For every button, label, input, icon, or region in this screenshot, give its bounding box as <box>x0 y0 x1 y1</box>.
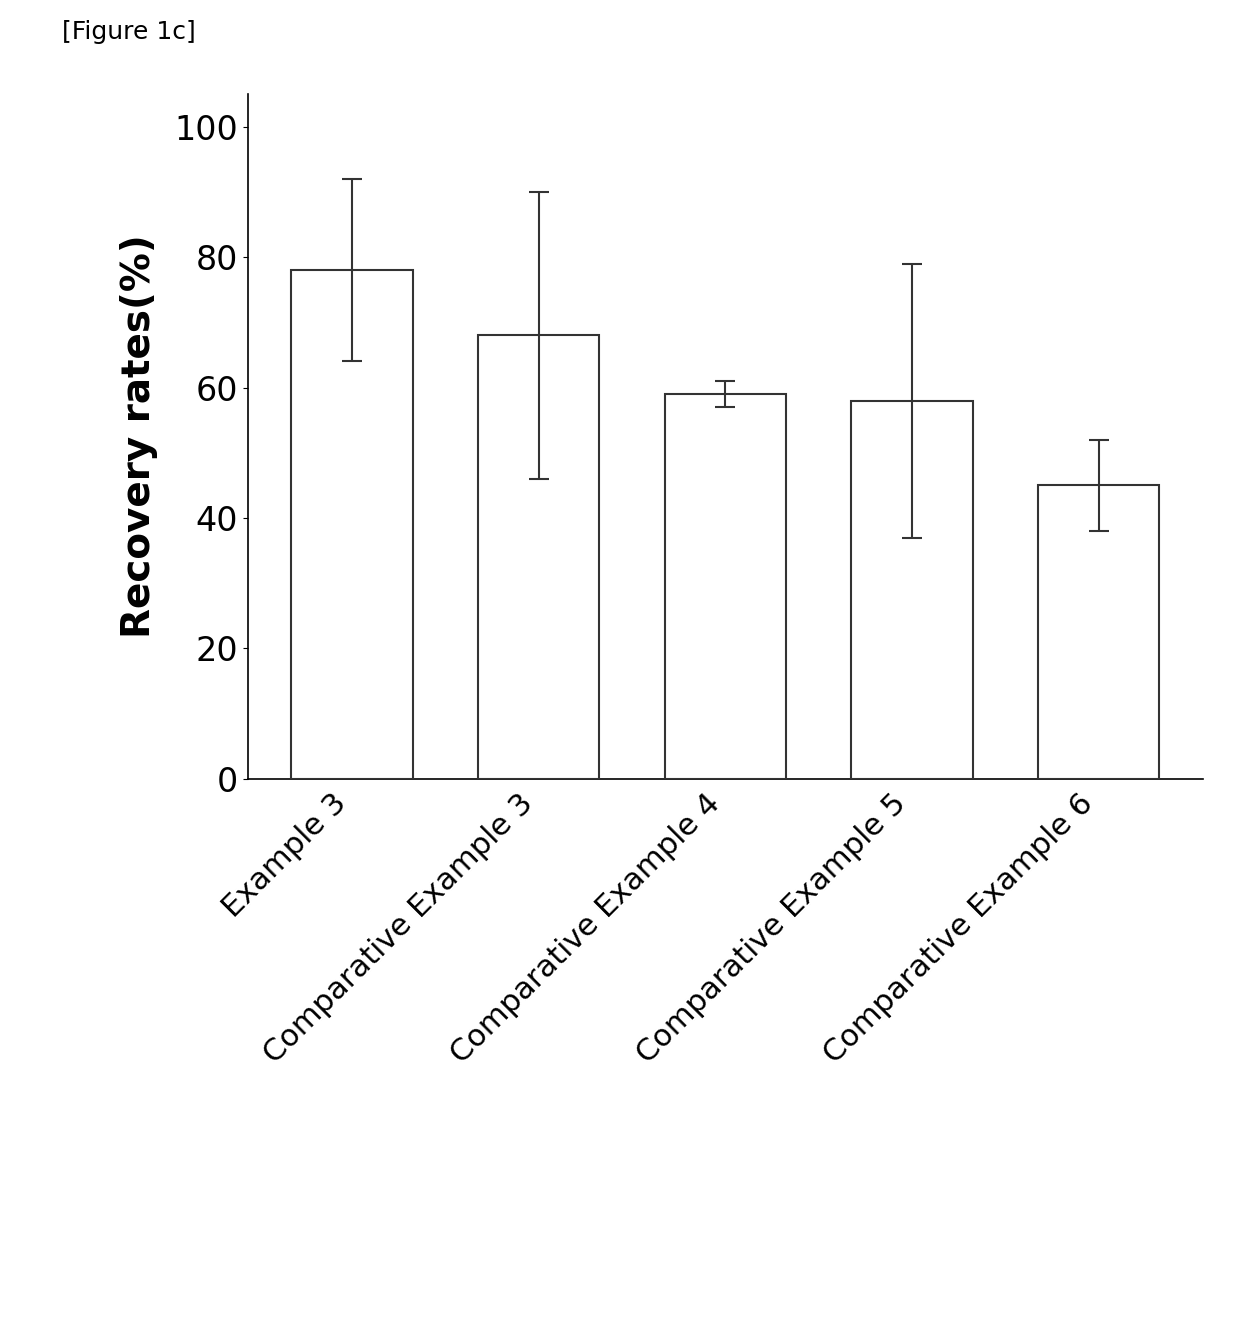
Bar <box>1038 485 1159 779</box>
Bar <box>291 270 413 779</box>
Bar <box>479 336 599 779</box>
Text: [Figure 1c]: [Figure 1c] <box>62 20 196 44</box>
Bar <box>852 400 972 779</box>
Bar <box>665 393 786 779</box>
Y-axis label: Recovery rates(%): Recovery rates(%) <box>120 235 157 638</box>
